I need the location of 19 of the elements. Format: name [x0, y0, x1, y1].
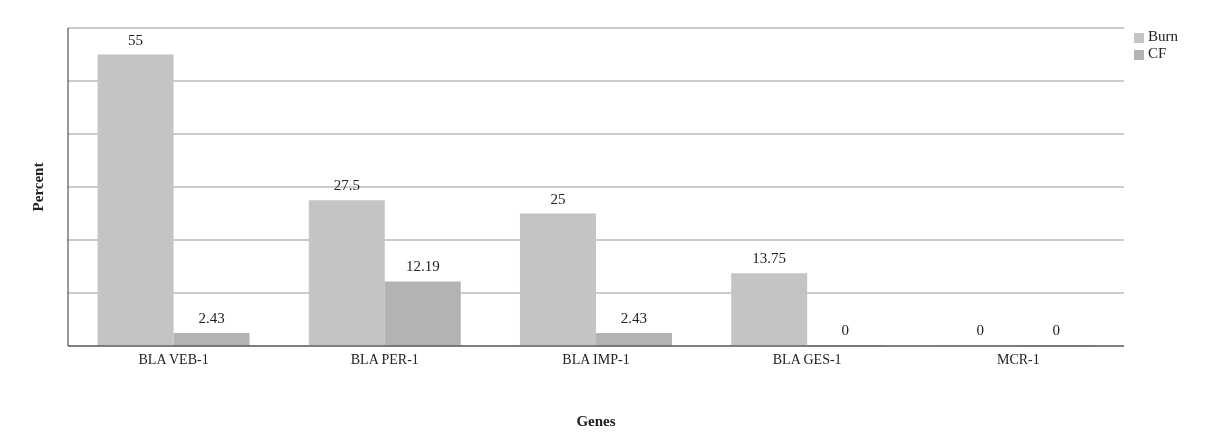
data-label: 55 — [128, 31, 144, 48]
data-label: 0 — [841, 322, 849, 338]
data-label: 2.43 — [198, 310, 225, 327]
x-tick-label: BLA PER-1 — [350, 351, 419, 367]
data-label: 25 — [550, 190, 566, 207]
legend-label: CF — [1148, 45, 1167, 61]
y-axis-title: Percent — [30, 162, 47, 212]
data-label: 0 — [976, 322, 985, 338]
data-label: 27.5 — [333, 177, 360, 194]
data-label: 0 — [1052, 322, 1061, 338]
x-axis-title: Genes — [576, 413, 616, 429]
data-label: 13.75 — [752, 250, 787, 267]
x-tick-label: BLA VEB-1 — [138, 351, 209, 367]
legend-label: Burn — [1148, 28, 1178, 44]
x-tick-label: MCR-1 — [997, 351, 1040, 367]
x-tick-label: BLA GES-1 — [772, 351, 842, 367]
data-label: 2.43 — [620, 310, 648, 327]
x-tick-label: BLA IMP-1 — [562, 351, 630, 367]
data-label: 12.19 — [405, 258, 440, 275]
